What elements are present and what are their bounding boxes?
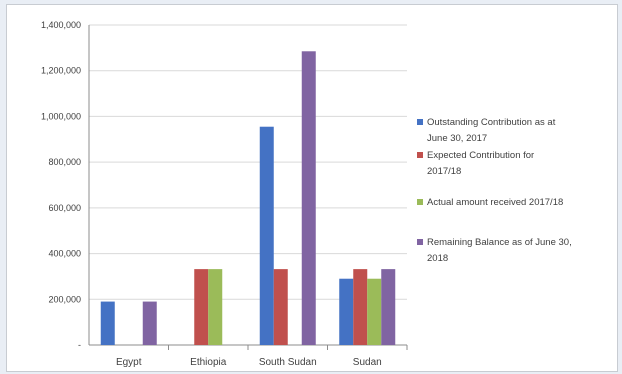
- x-tick-label: Egypt: [116, 357, 142, 368]
- bar: [194, 269, 209, 345]
- bar: [273, 269, 288, 345]
- y-tick-label: 200,000: [48, 294, 81, 304]
- legend-label: Expected Contribution for: [427, 150, 534, 161]
- bar: [208, 269, 223, 345]
- legend-label: Actual amount received 2017/18: [427, 197, 563, 208]
- legend-swatch: [417, 239, 423, 245]
- x-tick-label: South Sudan: [259, 357, 317, 368]
- legend-label: 2018: [427, 253, 448, 264]
- x-axis: Egypt Ethiopia South Sudan Sudan: [116, 345, 408, 368]
- gridlines: [89, 24, 407, 346]
- y-tick-label: 1,200,000: [41, 66, 81, 76]
- bar: [381, 269, 396, 345]
- legend-label: June 30, 2017: [427, 133, 487, 144]
- y-tick-label: 400,000: [48, 249, 81, 259]
- chart-frame: - 200,000 400,000 600,000 800,000 1,000,000 1,…: [6, 4, 618, 372]
- legend-label: Remaining Balance as of June 30,: [427, 237, 572, 248]
- y-tick-label: -: [78, 340, 81, 350]
- bar: [259, 126, 274, 345]
- x-tick-label: Ethiopia: [190, 357, 227, 368]
- bar: [142, 301, 157, 345]
- bar-chart: - 200,000 400,000 600,000 800,000 1,000,000 1,…: [41, 20, 572, 368]
- legend-label: 2017/18: [427, 166, 461, 177]
- y-tick-label: 600,000: [48, 203, 81, 213]
- y-tick-label: 1,000,000: [41, 111, 81, 121]
- legend: Outstanding Contribution as at June 30, 2…: [417, 117, 572, 264]
- bars: [100, 51, 396, 346]
- y-tick-label: 800,000: [48, 157, 81, 167]
- legend-swatch: [417, 152, 423, 158]
- legend-label: Outstanding Contribution as at: [427, 117, 556, 128]
- y-axis: - 200,000 400,000 600,000 800,000 1,000,000 1,…: [41, 20, 90, 350]
- legend-swatch: [417, 199, 423, 205]
- legend-swatch: [417, 119, 423, 125]
- bar: [339, 278, 354, 345]
- bar: [353, 269, 368, 345]
- x-tick-label: Sudan: [353, 357, 382, 368]
- y-tick-label: 1,400,000: [41, 20, 81, 30]
- bar: [367, 278, 382, 345]
- bar: [301, 51, 316, 346]
- bar: [100, 301, 115, 345]
